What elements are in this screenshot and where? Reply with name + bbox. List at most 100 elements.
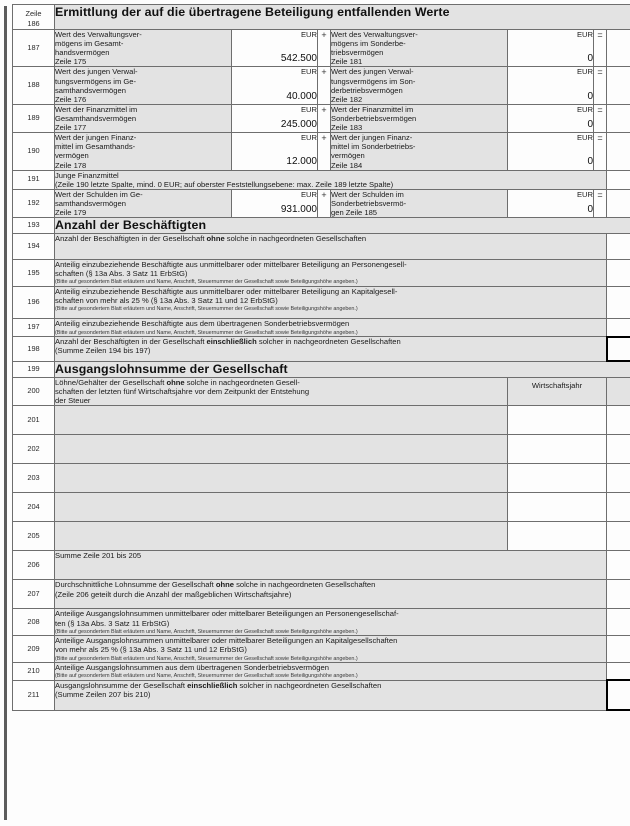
- text-line: derbetriebsvermögen: [331, 85, 403, 95]
- text-line: Anzahl der Beschäftigten in der Gesellsc…: [55, 234, 606, 243]
- row-190-left-label: Wert der jungen Finanz- mittel im Gesamt…: [54, 132, 232, 171]
- row-197-label: Anteilig einzubeziehende Beschäftigte au…: [54, 318, 607, 338]
- currency-label: EUR: [607, 190, 630, 199]
- row-197-value[interactable]: Anzahl: [605, 318, 630, 338]
- row-202-label: [54, 434, 508, 465]
- row-207-value[interactable]: EUR: [605, 579, 630, 610]
- row-number-189: 189: [12, 103, 55, 134]
- value-text: 12.000: [286, 156, 317, 168]
- row-198-label: Anzahl der Beschäftigten in der Gesellsc…: [54, 336, 607, 362]
- row-204-value[interactable]: EUR: [605, 492, 630, 523]
- currency-label: EUR: [607, 522, 630, 531]
- row-number-211: 211: [12, 679, 55, 711]
- row-203-value[interactable]: EUR: [605, 463, 630, 494]
- row-188-result-value[interactable]: EUR 40.000: [605, 66, 630, 105]
- value-text: 931.000: [280, 203, 317, 215]
- text-line: Wert der jungen Finanz-: [331, 133, 413, 143]
- text-line: Wert der Schulden im Ge-: [55, 189, 143, 199]
- row-189-left-value[interactable]: EUR 245.000: [231, 103, 318, 134]
- row-208-value[interactable]: EUR: [605, 608, 630, 637]
- row-206-value[interactable]: EUR: [605, 550, 630, 581]
- currency-label: EUR: [607, 551, 630, 560]
- table-row: 198 Anzahl der Beschäftigten in der Gese…: [12, 335, 630, 363]
- row-205-value[interactable]: EUR: [605, 521, 630, 552]
- text-line: Ausgangslohnsumme der Gesellschaft einsc…: [55, 681, 606, 690]
- row-number-197: 197: [12, 318, 55, 338]
- table-row: 206 Summe Zeile 201 bis 205 EUR: [12, 550, 630, 581]
- text-part: solcher in nachgeordneten Gesellschaften: [256, 337, 401, 347]
- text-line: Wert der jungen Finanz-: [55, 133, 137, 143]
- value-text: 0: [587, 118, 593, 130]
- row-190-result-value[interactable]: EUR 12.000: [605, 132, 630, 171]
- equals-operator: =: [593, 28, 607, 68]
- row-number-205: 205: [12, 521, 55, 552]
- row-198-value[interactable]: Anzahl 3,3: [605, 335, 630, 363]
- plus-operator: +: [317, 28, 331, 68]
- row-191-value[interactable]: EUR: [605, 169, 630, 190]
- tax-form-table: Zeile 186 Ermittlung der auf die übertra…: [12, 4, 630, 712]
- row-204-label: [54, 492, 508, 523]
- row-187-mid-value[interactable]: EUR 0: [507, 28, 594, 68]
- text-line: Anteilig einzubeziehende Beschäftigte au…: [55, 319, 350, 329]
- table-row: 200 Löhne/Gehälter der Gesellschaft ohne…: [12, 377, 630, 407]
- row-192-mid-value[interactable]: EUR 0: [507, 188, 594, 219]
- row-188-left-label: Wert des jungen Verwal- tungsvermögens i…: [54, 66, 232, 105]
- row-201-value[interactable]: EUR: [605, 405, 630, 436]
- row-number-206: 206: [12, 550, 55, 581]
- currency-label: EUR: [607, 464, 630, 473]
- row-188-left-value[interactable]: EUR 40.000: [231, 66, 318, 105]
- text-part: Ausgangslohnsumme der Gesellschaft: [55, 680, 188, 690]
- text-line: schaften (§ 13a Abs. 3 Satz 11 ErbStG): [55, 269, 188, 279]
- row-204-year[interactable]: [507, 492, 607, 523]
- row-number-190: 190: [12, 132, 55, 171]
- value-text: 40.000: [607, 91, 630, 103]
- row-196-value[interactable]: Anzahl 0,3: [605, 285, 630, 320]
- row-202-year[interactable]: [507, 434, 607, 465]
- row-209-value[interactable]: EUR: [605, 635, 630, 664]
- emphasis-einschliesslich: einschließlich: [187, 680, 238, 690]
- text-line: Anteilige Ausgangslohnsummen unmittelbar…: [55, 636, 398, 646]
- currency-label: EUR: [300, 104, 317, 114]
- row-number-202: 202: [12, 434, 55, 465]
- text-line: Wert des jungen Verwal-: [55, 67, 138, 77]
- text-part: solche in nachgeordneten Gesell-: [184, 378, 300, 388]
- row-192-result-value[interactable]: EUR 931.000: [605, 188, 630, 219]
- text-line: von mehr als 25 % (§ 13a Abs. 3 Satz 11 …: [55, 645, 247, 655]
- row-188-mid-value[interactable]: EUR 0: [507, 66, 594, 105]
- count-label: Anzahl: [607, 319, 630, 328]
- row-201-year[interactable]: [507, 405, 607, 436]
- table-row: 191 Junge Finanzmittel (Zeile 190 letzte…: [12, 169, 630, 190]
- column-header-loehne: Löhne und Gehälter: [605, 377, 630, 407]
- row-190-mid-value[interactable]: EUR 0: [507, 132, 594, 171]
- row-207-label: Durchschnittliche Lohnsumme der Gesellsc…: [54, 579, 607, 610]
- row-192-left-value[interactable]: EUR 931.000: [231, 188, 318, 219]
- count-label: Anzahl: [607, 287, 630, 296]
- row-187-result-value[interactable]: EUR 542.500: [605, 28, 630, 68]
- text-part: solcher in nachgeordneten Gesellschaften: [237, 680, 382, 690]
- row-194-value[interactable]: Anzahl 3,0: [605, 233, 630, 261]
- text-line: Wert der Finanzmittel im: [55, 104, 138, 114]
- row-187-left-value[interactable]: EUR 542.500: [231, 28, 318, 68]
- row-189-mid-value[interactable]: EUR 0: [507, 103, 594, 134]
- row-194-label: Anzahl der Beschäftigten in der Gesellsc…: [54, 233, 607, 261]
- section-heading-193: Anzahl der Beschäftigten: [53, 217, 630, 235]
- row-205-year[interactable]: [507, 521, 607, 552]
- value-text: 3,0: [607, 245, 630, 257]
- row-203-year[interactable]: [507, 463, 607, 494]
- currency-label: EUR: [607, 435, 630, 444]
- row-190-left-value[interactable]: EUR 12.000: [231, 132, 318, 171]
- text-part: Durchschnittliche Lohnsumme der Gesellsc…: [55, 580, 216, 590]
- row-189-result-value[interactable]: EUR 245.000: [605, 103, 630, 134]
- row-211-value[interactable]: EUR: [605, 679, 630, 712]
- row-200-label: Löhne/Gehälter der Gesellschaft ohne sol…: [54, 377, 508, 407]
- text-line: triebsvermögen: [331, 48, 384, 58]
- text-line: samthandsvermögen: [55, 198, 126, 208]
- row-210-value[interactable]: EUR: [605, 662, 630, 681]
- equals-operator: =: [593, 66, 607, 105]
- equals-operator: =: [593, 188, 607, 219]
- row-195-value[interactable]: Anzahl: [605, 259, 630, 287]
- row-number-191: 191: [12, 169, 55, 190]
- row-188-mid-label: Wert des jungen Verwal- tungsvermögens i…: [330, 66, 508, 105]
- row-202-value[interactable]: EUR: [605, 434, 630, 465]
- table-row: Zeile 186 Ermittlung der auf die übertra…: [12, 4, 630, 30]
